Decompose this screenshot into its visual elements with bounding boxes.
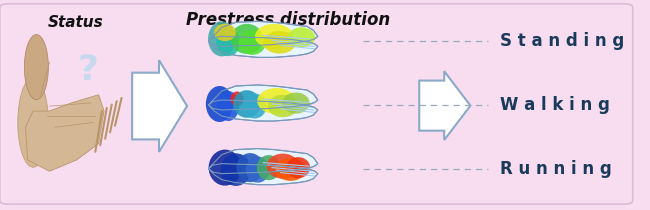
Polygon shape <box>25 95 104 171</box>
Ellipse shape <box>24 35 48 100</box>
Ellipse shape <box>217 91 239 121</box>
Ellipse shape <box>237 153 264 182</box>
Ellipse shape <box>231 24 263 54</box>
Polygon shape <box>209 149 318 185</box>
Text: R u n n i n g: R u n n i n g <box>500 160 612 178</box>
Ellipse shape <box>239 30 266 55</box>
Ellipse shape <box>275 158 306 181</box>
FancyArrow shape <box>132 60 187 152</box>
Ellipse shape <box>288 27 315 47</box>
Ellipse shape <box>220 153 251 186</box>
Ellipse shape <box>231 92 244 106</box>
Ellipse shape <box>208 21 235 56</box>
Ellipse shape <box>233 90 261 118</box>
Ellipse shape <box>263 31 296 54</box>
FancyArrow shape <box>419 71 471 140</box>
Ellipse shape <box>209 150 241 186</box>
Ellipse shape <box>242 93 266 118</box>
Text: ?: ? <box>78 52 99 87</box>
Ellipse shape <box>257 155 281 180</box>
Polygon shape <box>209 85 318 121</box>
Ellipse shape <box>282 92 309 114</box>
Text: S t a n d i n g: S t a n d i n g <box>500 32 625 50</box>
Ellipse shape <box>255 24 293 49</box>
Polygon shape <box>209 21 318 57</box>
Ellipse shape <box>216 29 240 56</box>
Text: Status: Status <box>48 15 104 30</box>
Ellipse shape <box>257 88 296 114</box>
Text: W a l k i n g: W a l k i n g <box>500 96 610 114</box>
Ellipse shape <box>268 95 298 117</box>
Ellipse shape <box>286 157 310 178</box>
Ellipse shape <box>246 157 270 183</box>
Ellipse shape <box>18 78 48 167</box>
Ellipse shape <box>214 24 236 41</box>
Ellipse shape <box>206 86 233 122</box>
Ellipse shape <box>266 154 299 179</box>
Text: Prestress distribution: Prestress distribution <box>186 11 390 29</box>
FancyBboxPatch shape <box>0 4 632 204</box>
